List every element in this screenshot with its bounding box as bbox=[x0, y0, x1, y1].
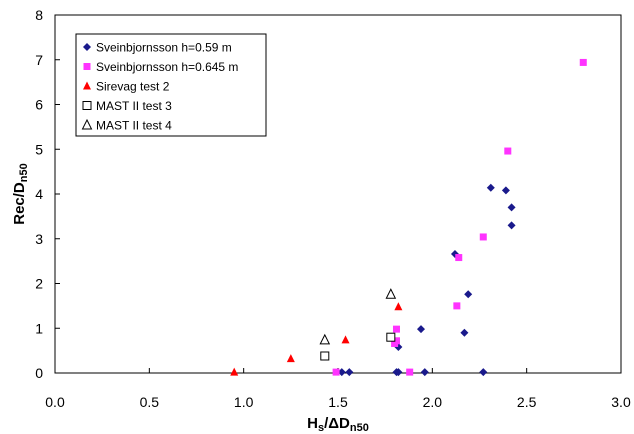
data-points bbox=[230, 58, 587, 377]
data-point bbox=[341, 335, 350, 344]
y-tick-label: 7 bbox=[35, 52, 43, 68]
x-tick-label: 3.0 bbox=[611, 394, 631, 410]
data-point bbox=[479, 233, 487, 241]
legend: Sveinbjornsson h=0.59 m Sveinbjornsson h=… bbox=[75, 33, 267, 137]
data-point bbox=[417, 325, 426, 334]
y-tick-label: 0 bbox=[35, 365, 43, 381]
y-axis-title: Rec/Dn50 bbox=[11, 163, 30, 225]
data-point bbox=[501, 186, 510, 195]
x-axis-title-main: H bbox=[307, 415, 318, 432]
data-point bbox=[230, 367, 239, 376]
x-tick-label: 0.0 bbox=[45, 394, 65, 410]
data-point bbox=[286, 354, 295, 363]
legend-label: Sveinbjornsson h=0.59 m bbox=[96, 41, 232, 55]
data-point bbox=[332, 368, 340, 376]
data-point bbox=[453, 302, 461, 310]
x-axis-title-sub2: n50 bbox=[350, 422, 369, 434]
legend-box bbox=[75, 33, 267, 137]
data-point bbox=[406, 368, 414, 376]
y-axis-title-sub: n50 bbox=[18, 163, 30, 182]
y-axis: 0 1 2 3 4 5 6 7 8 bbox=[35, 7, 60, 381]
y-tick-label: 1 bbox=[35, 320, 43, 336]
data-point bbox=[486, 183, 495, 192]
y-axis-title-main: Rec/D bbox=[11, 182, 28, 225]
data-point bbox=[345, 368, 354, 377]
y-tick-label: 8 bbox=[35, 7, 43, 23]
x-tick-label: 0.5 bbox=[140, 394, 160, 410]
legend-marker bbox=[81, 118, 93, 130]
data-point bbox=[507, 203, 516, 212]
legend-label: MAST II test 3 bbox=[96, 99, 172, 113]
x-tick-label: 2.0 bbox=[423, 394, 443, 410]
y-tick-label: 2 bbox=[35, 276, 43, 292]
data-point bbox=[392, 337, 400, 345]
data-point bbox=[394, 302, 403, 311]
y-tick-label: 4 bbox=[35, 186, 43, 202]
data-point bbox=[464, 290, 473, 299]
legend-label: Sveinbjornsson h=0.645 m bbox=[96, 60, 238, 74]
legend-marker bbox=[82, 101, 92, 110]
data-point bbox=[420, 368, 429, 377]
x-axis-title-sub1: s bbox=[318, 422, 324, 434]
y-tick-label: 5 bbox=[35, 141, 43, 157]
y-tick-label: 3 bbox=[35, 231, 43, 247]
data-point bbox=[394, 368, 403, 377]
legend-label: Sirevag test 2 bbox=[96, 80, 170, 94]
legend-marker bbox=[83, 43, 91, 51]
data-point bbox=[507, 221, 516, 230]
x-axis: 0.0 0.5 1.0 1.5 2.0 2.5 3.0 bbox=[45, 368, 631, 410]
legend-marker bbox=[83, 63, 91, 70]
x-axis-title-mid: /ΔD bbox=[324, 415, 350, 432]
data-point bbox=[385, 288, 397, 299]
data-point bbox=[392, 325, 400, 333]
data-point bbox=[320, 351, 330, 361]
y-tick-label: 6 bbox=[35, 97, 43, 113]
x-tick-label: 1.0 bbox=[234, 394, 254, 410]
data-point bbox=[337, 368, 346, 377]
x-tick-label: 2.5 bbox=[517, 394, 537, 410]
data-point bbox=[319, 333, 331, 345]
x-tick-label: 1.5 bbox=[328, 394, 348, 410]
data-point bbox=[455, 254, 463, 262]
data-point bbox=[460, 328, 469, 337]
legend-label: MAST II test 4 bbox=[96, 119, 172, 133]
legend-marker bbox=[83, 81, 91, 90]
data-point bbox=[479, 368, 488, 377]
x-axis-title: Hs/ΔDn50 bbox=[307, 415, 369, 434]
data-point bbox=[579, 58, 587, 66]
data-point bbox=[386, 332, 396, 342]
data-point bbox=[504, 147, 512, 155]
